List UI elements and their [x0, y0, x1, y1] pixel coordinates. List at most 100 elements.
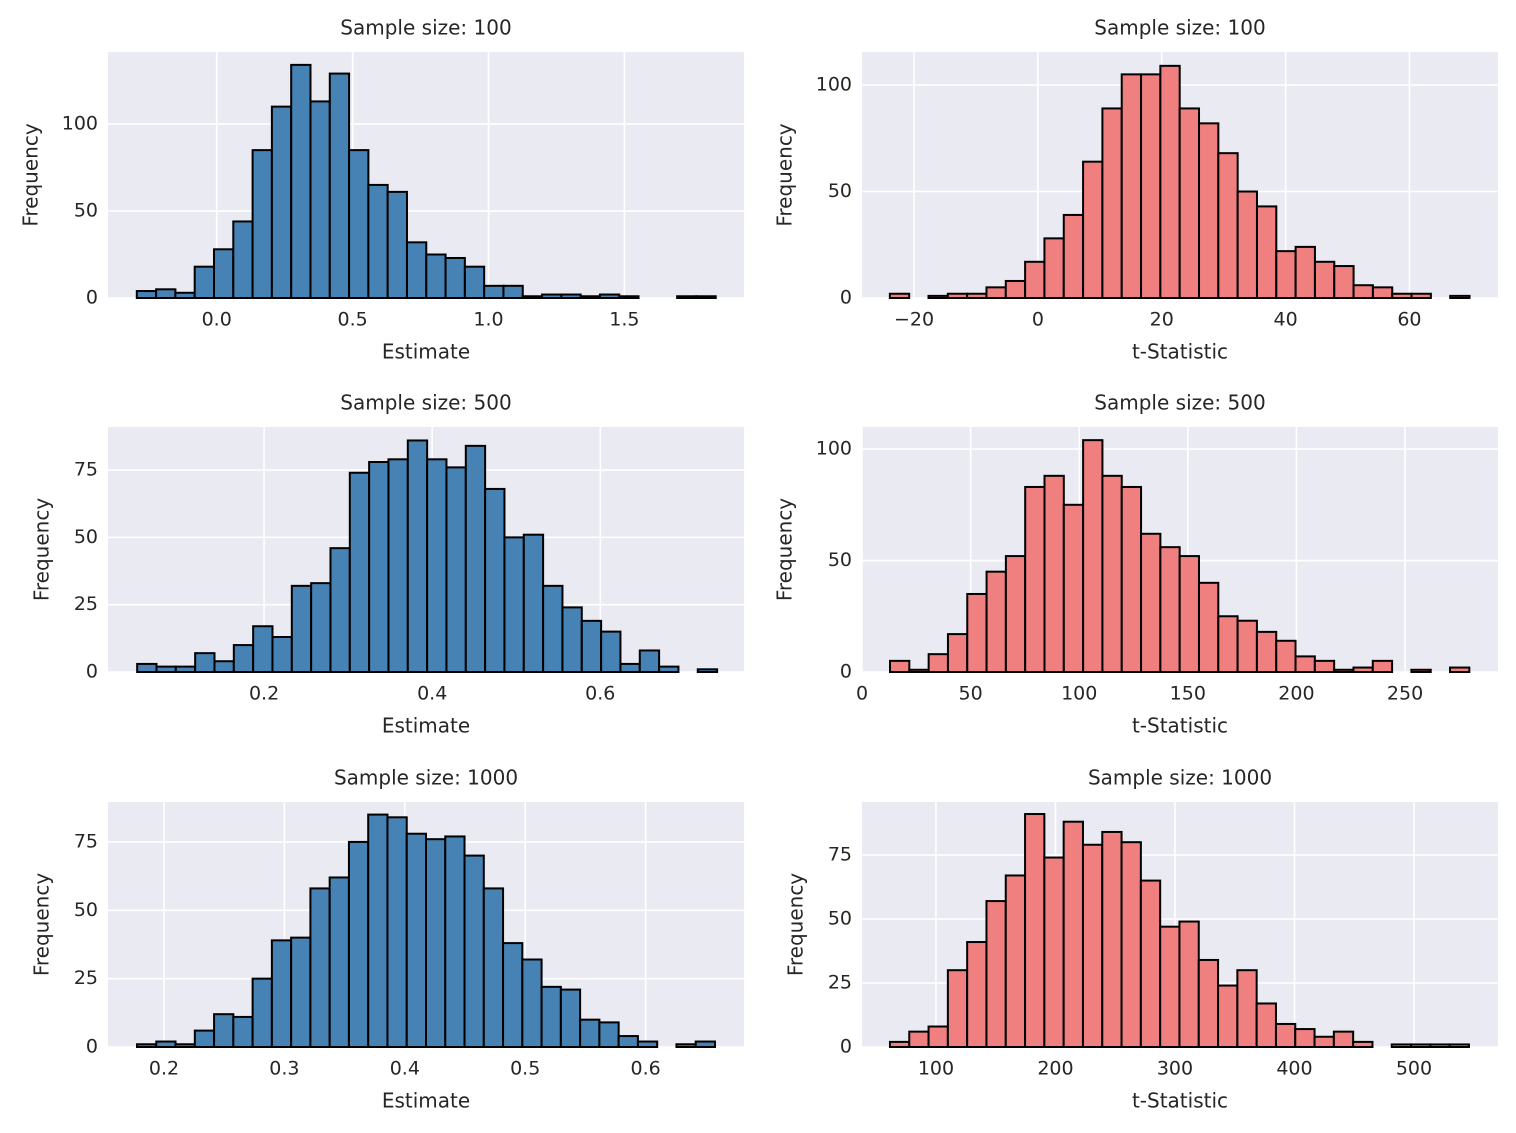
bar	[194, 652, 216, 674]
x-tick-label: 40	[1273, 309, 1297, 331]
bar	[483, 284, 505, 299]
x-tick-label: 100	[1061, 683, 1097, 705]
bar	[966, 592, 988, 674]
y-tick-label: 50	[828, 549, 852, 571]
bar	[560, 293, 582, 299]
bar	[1159, 925, 1181, 1049]
chart-title: Sample size: 1000	[1088, 766, 1272, 790]
bar	[927, 653, 949, 673]
bar	[1236, 619, 1258, 674]
bar	[1313, 659, 1336, 674]
bar	[348, 471, 371, 673]
bar	[1371, 286, 1394, 299]
x-tick-label: 0.5	[338, 309, 368, 331]
bar	[966, 292, 988, 300]
x-tick-label: 200	[1278, 683, 1314, 705]
bar	[1140, 73, 1162, 300]
bar	[1236, 190, 1258, 300]
bar	[1004, 874, 1027, 1049]
bar	[155, 665, 177, 673]
bar	[1255, 1002, 1277, 1048]
bar	[1410, 1043, 1432, 1049]
y-tick-label: 0	[86, 1036, 98, 1058]
bar	[1217, 615, 1239, 673]
bar	[271, 636, 293, 673]
bar	[136, 1043, 158, 1048]
bar	[1410, 292, 1432, 300]
bar	[232, 1015, 254, 1048]
bar	[1352, 284, 1374, 299]
bar	[405, 241, 428, 299]
bar	[946, 969, 969, 1049]
chart-title: Sample size: 100	[1094, 16, 1265, 40]
bar	[1082, 160, 1104, 299]
x-tick-label: 1.5	[609, 309, 639, 331]
bar	[309, 887, 331, 1048]
y-tick-label: 0	[840, 1036, 852, 1058]
bar	[1159, 64, 1181, 299]
bar	[1178, 107, 1201, 299]
bar	[1004, 555, 1027, 673]
bar	[1332, 1030, 1355, 1049]
bar	[1197, 581, 1220, 673]
bar	[309, 100, 331, 299]
x-tick-label: 0.6	[631, 1058, 661, 1080]
bar	[502, 942, 524, 1048]
bar	[328, 876, 350, 1048]
y-tick-label: 50	[74, 526, 98, 548]
bar	[617, 1035, 639, 1048]
x-axis-label: Estimate	[382, 340, 470, 364]
x-axis-label: t-Statistic	[1132, 340, 1228, 364]
y-tick-label: 25	[74, 967, 98, 989]
y-axis-label: Frequency	[30, 498, 54, 601]
y-axis-label: Frequency	[784, 873, 808, 976]
bar	[598, 293, 621, 299]
bar	[1120, 73, 1143, 300]
bar	[347, 840, 370, 1048]
x-tick-label: 50	[959, 683, 983, 705]
x-tick-label: −20	[894, 309, 934, 331]
bar	[444, 256, 466, 300]
bar	[1120, 485, 1143, 673]
bar	[1178, 555, 1200, 673]
x-tick-label: 0.4	[390, 1058, 420, 1080]
bar	[329, 547, 351, 674]
bar	[946, 633, 969, 674]
bar	[561, 606, 583, 674]
y-axis-label: Frequency	[19, 123, 43, 226]
x-tick-label: 1.0	[473, 309, 503, 331]
x-tick-label: 250	[1387, 683, 1423, 705]
bar	[636, 1040, 659, 1048]
y-tick-label: 0	[840, 287, 852, 309]
chart-title: Sample size: 500	[340, 391, 511, 415]
x-tick-label: 100	[918, 1058, 954, 1080]
bar	[1410, 668, 1432, 673]
bar	[559, 988, 582, 1048]
x-tick-label: 0.2	[249, 683, 279, 705]
bar	[908, 668, 930, 673]
bar	[1391, 292, 1413, 300]
y-tick-label: 100	[62, 113, 98, 135]
bar	[889, 659, 911, 674]
bar	[521, 958, 543, 1048]
bar	[1294, 655, 1316, 673]
bar	[1081, 843, 1104, 1049]
bar	[193, 1029, 216, 1048]
bar	[406, 439, 429, 674]
y-tick-label: 25	[828, 971, 852, 993]
y-tick-label: 0	[86, 287, 98, 309]
bar	[695, 295, 717, 299]
bar	[213, 248, 235, 299]
bar	[444, 835, 466, 1048]
bar	[252, 625, 274, 674]
bar	[927, 294, 949, 299]
bar	[174, 665, 197, 673]
bar	[1062, 213, 1085, 299]
bar	[251, 977, 273, 1048]
bar	[348, 149, 370, 299]
x-tick-label: 0	[856, 683, 868, 705]
x-tick-label: 200	[1037, 1058, 1073, 1080]
bar	[888, 1040, 911, 1049]
bar	[522, 533, 545, 674]
bar	[1120, 841, 1142, 1048]
